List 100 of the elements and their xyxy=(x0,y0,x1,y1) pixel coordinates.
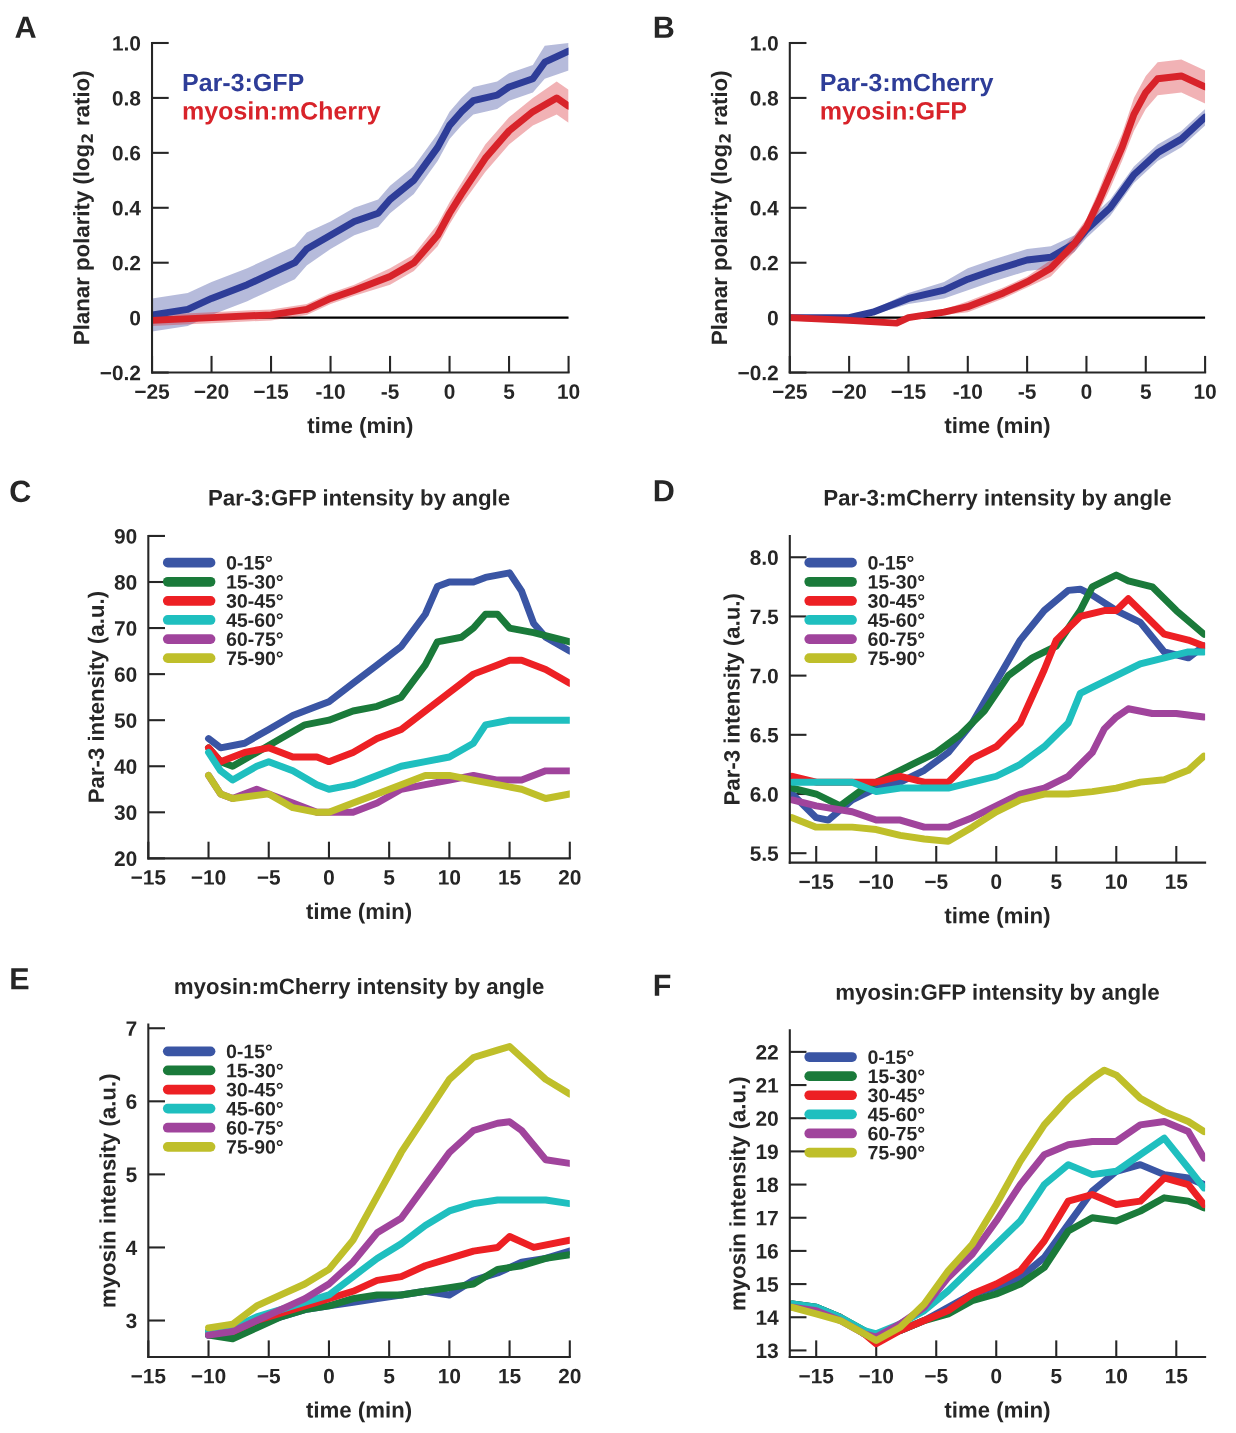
x-tick-label: 10 xyxy=(1106,874,1128,890)
legend-label: 30-45° xyxy=(226,1082,283,1097)
y-tick-label: 6.0 xyxy=(750,787,778,802)
text: Par-3:mCherry xyxy=(821,72,994,97)
text: C xyxy=(10,480,31,503)
legend-label: 0-15° xyxy=(868,1050,914,1065)
x-tick-label: −10 xyxy=(191,1368,226,1384)
x-tick-label: 5 xyxy=(384,870,395,885)
y-tick-label: 20 xyxy=(114,851,137,867)
y-tick-label: 5.5 xyxy=(750,846,779,861)
y-tick-label: 0 xyxy=(130,310,141,326)
x-tick-label: −5 xyxy=(257,870,281,885)
x-tick-label: 10 xyxy=(1106,1368,1128,1384)
y-tick-label: 22 xyxy=(756,1044,778,1060)
legend-label: 0-15° xyxy=(226,555,272,570)
y-tick-label: 90 xyxy=(114,528,137,544)
x-tick-label: −10 xyxy=(191,870,226,885)
y-tick-label: 7.0 xyxy=(750,668,778,684)
y-tick-label: −0.2 xyxy=(100,365,141,381)
legend-label: 75-90° xyxy=(868,651,925,666)
y-tick-label: 16 xyxy=(756,1243,778,1259)
y-tick-label: 8.0 xyxy=(750,550,778,565)
x-tick-label: −5 xyxy=(257,1368,281,1384)
y-tick-label: 14 xyxy=(756,1310,779,1325)
y-tick-label: 7 xyxy=(126,1021,137,1036)
text: D xyxy=(654,480,674,502)
legend-label: 75-90° xyxy=(226,651,283,666)
x-tick-label: −25 xyxy=(135,384,170,399)
y-axis-title: myosin intensity (a.u.) xyxy=(729,1077,750,1310)
y-tick-label: 30 xyxy=(114,805,137,821)
x-tick-label: 15 xyxy=(499,1368,521,1384)
legend-label: 60-75° xyxy=(868,632,925,647)
y-tick-label: 20 xyxy=(756,1111,778,1126)
y-axis-title: Planar polarity (log$_{2}$ ratio) xyxy=(73,71,94,344)
chart-title: Par-3:mCherry intensity by angle xyxy=(824,489,1171,511)
x-tick-label: -10 xyxy=(953,384,982,399)
y-axis-title: Planar polarity (log$_{2}$ ratio) xyxy=(710,71,732,344)
x-tick-label: 10 xyxy=(1194,384,1216,399)
legend-label: 45-60° xyxy=(226,613,283,627)
legend-label: 30-45° xyxy=(868,1088,925,1103)
x-tick-label: −25 xyxy=(773,384,807,399)
y-axis-title: Par-3 intensity (a.u.) xyxy=(87,592,109,802)
y-tick-label: 0.2 xyxy=(750,255,778,271)
x-tick-label: 15 xyxy=(499,870,521,885)
legend-label: 0-15° xyxy=(226,1044,272,1059)
y-tick-label: 21 xyxy=(756,1078,779,1093)
legend-label: 45-60° xyxy=(867,1107,925,1122)
y-tick-label: 13 xyxy=(756,1343,778,1359)
y-tick-label: 0.8 xyxy=(112,90,141,106)
x-tick-label: 10 xyxy=(558,384,580,399)
y-tick-label: 1.0 xyxy=(751,35,778,51)
x-tick-label: −20 xyxy=(194,384,229,399)
y-tick-label: 18 xyxy=(756,1177,779,1193)
y-tick-label: 6.5 xyxy=(750,727,779,743)
y-tick-label: 0.4 xyxy=(112,200,141,216)
y-tick-label: 4 xyxy=(125,1240,138,1255)
y-tick-label: 19 xyxy=(756,1144,778,1160)
x-tick-label: -10 xyxy=(316,384,345,399)
x-axis-title: time (min) xyxy=(944,907,1050,928)
x-tick-label: −10 xyxy=(859,874,894,890)
chart-title: myosin:GFP intensity by angle xyxy=(836,983,1159,1005)
x-axis-title: time (min) xyxy=(307,417,413,438)
x-tick-label: −15 xyxy=(891,384,926,399)
legend-label: 30-45° xyxy=(226,594,283,608)
y-tick-label: 80 xyxy=(114,575,137,590)
x-tick-label: 10 xyxy=(439,1368,461,1384)
y-axis-title: Par-3 intensity (a.u.) xyxy=(723,594,745,805)
text: Par-3:GFP xyxy=(183,73,304,92)
legend-label: 75-90° xyxy=(868,1145,925,1160)
x-tick-label: -5 xyxy=(1018,384,1036,399)
y-tick-label: 3 xyxy=(126,1313,137,1329)
x-tick-label: 0 xyxy=(444,384,455,399)
x-tick-label: 0 xyxy=(991,874,1002,890)
y-tick-label: 5 xyxy=(126,1167,137,1183)
y-tick-label: 50 xyxy=(114,713,137,728)
text: myosin:GFP xyxy=(821,101,967,125)
legend-label: 15-30° xyxy=(868,575,925,589)
legend-label: 15-30° xyxy=(227,575,283,589)
x-tick-label: 5 xyxy=(503,384,515,399)
legend-label: 60-75° xyxy=(226,1120,283,1135)
x-tick-label: −20 xyxy=(832,384,866,399)
x-tick-label: 5 xyxy=(1140,384,1151,399)
legend-label: 30-45° xyxy=(868,594,925,608)
x-tick-label: 10 xyxy=(439,870,461,885)
x-tick-label: −15 xyxy=(131,870,166,885)
x-tick-label: 15 xyxy=(1166,874,1188,890)
x-tick-label: −10 xyxy=(859,1368,894,1384)
x-tick-label: 5 xyxy=(384,1368,395,1384)
y-tick-label: 40 xyxy=(114,759,137,774)
chart-title: Par-3:GFP intensity by angle xyxy=(209,489,510,511)
x-tick-label: 0 xyxy=(991,1368,1002,1384)
y-tick-label: 15 xyxy=(756,1277,779,1292)
x-tick-label: 5 xyxy=(1051,1368,1062,1384)
legend-label: 15-30° xyxy=(227,1063,283,1078)
legend-label: 0-15° xyxy=(868,555,914,570)
legend-label: 60-75° xyxy=(226,632,283,647)
y-tick-label: 6 xyxy=(126,1094,137,1110)
y-tick-label: 0.4 xyxy=(750,200,779,216)
x-tick-label: 15 xyxy=(1166,1368,1188,1384)
text: myosin:mCherry xyxy=(183,101,381,125)
